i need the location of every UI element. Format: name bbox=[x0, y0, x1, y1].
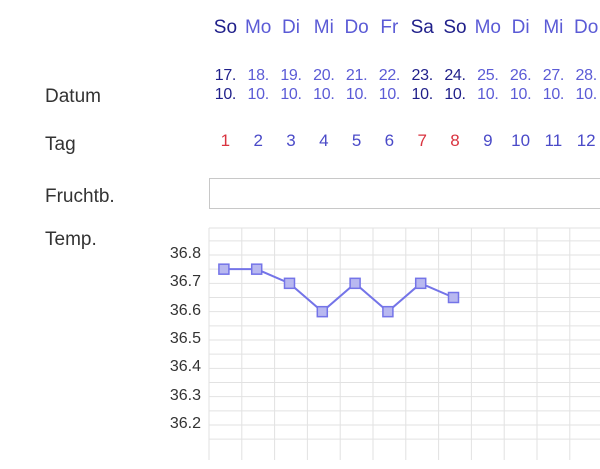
date-month-11: 10. bbox=[575, 86, 598, 103]
temperature-point[interactable] bbox=[218, 263, 230, 275]
weekday-0: So bbox=[213, 17, 238, 38]
weekday-4: Do bbox=[344, 17, 369, 38]
cycle-day-0[interactable]: 1 bbox=[220, 131, 231, 150]
row-label-temperatur: Temp. bbox=[45, 229, 97, 250]
cycle-day-5[interactable]: 6 bbox=[384, 131, 395, 150]
temperature-point[interactable] bbox=[382, 305, 394, 318]
temperature-point[interactable] bbox=[250, 263, 263, 275]
date-day-1: 18. bbox=[247, 67, 270, 84]
y-tick-label: 36.5 bbox=[169, 330, 201, 347]
date-day-6: 23. bbox=[411, 67, 434, 84]
y-tick-label: 36.4 bbox=[169, 358, 201, 376]
date-month-10: 10. bbox=[542, 86, 565, 103]
y-tick-label: 36.3 bbox=[169, 386, 201, 404]
weekday-6: Sa bbox=[410, 17, 434, 38]
y-tick-label: 36.2 bbox=[169, 415, 201, 432]
weekday-2: Di bbox=[282, 17, 300, 38]
temperature-point[interactable] bbox=[447, 291, 460, 304]
date-month-3: 10. bbox=[313, 86, 335, 103]
date-day-5: 22. bbox=[378, 67, 401, 84]
temperature-point[interactable] bbox=[349, 277, 361, 290]
date-day-2: 19. bbox=[280, 67, 302, 84]
date-month-7: 10. bbox=[444, 86, 466, 103]
y-tick-label: 36.7 bbox=[169, 273, 201, 291]
date-day-4: 21. bbox=[345, 67, 368, 84]
weekday-7: So bbox=[443, 17, 467, 38]
date-day-7: 24. bbox=[444, 67, 466, 84]
cycle-day-11[interactable]: 12 bbox=[576, 131, 596, 150]
weekday-11: Do bbox=[574, 17, 599, 38]
weekday-3: Mi bbox=[313, 17, 334, 38]
y-tick-label: 36.8 bbox=[169, 245, 201, 262]
date-day-3: 20. bbox=[313, 67, 335, 84]
cycle-day-2[interactable]: 3 bbox=[286, 131, 296, 150]
cycle-day-4[interactable]: 5 bbox=[351, 131, 362, 150]
cycle-day-9[interactable]: 10 bbox=[511, 131, 531, 150]
cycle-day-1[interactable]: 2 bbox=[253, 131, 263, 150]
date-month-9: 10. bbox=[509, 86, 532, 103]
temperature-point[interactable] bbox=[316, 305, 329, 318]
weekday-5: Fr bbox=[380, 17, 399, 38]
date-month-4: 10. bbox=[345, 86, 368, 103]
date-month-5: 10. bbox=[378, 86, 401, 103]
fertility-input-row[interactable] bbox=[209, 178, 600, 209]
cycle-day-8[interactable]: 9 bbox=[483, 131, 493, 150]
temperature-line bbox=[223, 268, 454, 313]
date-day-9: 26. bbox=[509, 67, 532, 84]
row-label-fruchtbarkeit: Fruchtb. bbox=[45, 186, 115, 207]
row-label-datum: Datum bbox=[45, 86, 101, 107]
cycle-day-6[interactable]: 7 bbox=[417, 131, 427, 150]
date-day-8: 25. bbox=[477, 67, 499, 84]
date-month-6: 10. bbox=[411, 86, 434, 103]
weekday-9: Di bbox=[511, 17, 530, 38]
cycle-day-7[interactable]: 8 bbox=[450, 131, 460, 150]
row-label-tag: Tag bbox=[45, 134, 76, 155]
date-month-0: 10. bbox=[214, 86, 237, 103]
date-day-10: 27. bbox=[542, 67, 565, 84]
date-day-11: 28. bbox=[575, 67, 598, 84]
cycle-day-10[interactable]: 11 bbox=[544, 131, 563, 150]
date-month-8: 10. bbox=[477, 86, 499, 103]
y-tick-label: 36.6 bbox=[169, 301, 201, 319]
weekday-8: Mo bbox=[474, 17, 501, 38]
cycle-day-3[interactable]: 4 bbox=[319, 131, 329, 150]
temperature-point[interactable] bbox=[414, 277, 427, 290]
date-month-1: 10. bbox=[247, 86, 270, 103]
weekday-1: Mo bbox=[244, 17, 272, 38]
temperature-point[interactable] bbox=[283, 277, 296, 290]
date-month-2: 10. bbox=[280, 86, 302, 103]
weekday-10: Mi bbox=[543, 17, 564, 38]
date-day-0: 17. bbox=[214, 67, 237, 84]
